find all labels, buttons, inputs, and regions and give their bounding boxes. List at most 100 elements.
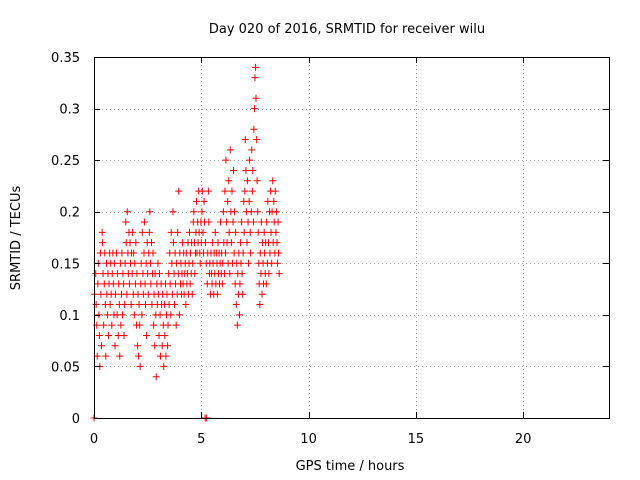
data-point — [154, 259, 162, 267]
data-point — [121, 301, 129, 309]
data-point — [136, 321, 144, 329]
data-point — [100, 321, 108, 329]
data-point — [205, 218, 213, 226]
data-point — [232, 228, 240, 236]
data-point — [204, 187, 212, 195]
data-point — [218, 280, 226, 288]
data-point — [248, 187, 256, 195]
data-point — [275, 270, 283, 278]
data-point — [142, 301, 149, 309]
data-point — [134, 342, 142, 350]
data-point — [248, 146, 256, 154]
data-point — [272, 228, 280, 236]
x-axis-tick-labels: 0 5 10 15 20 — [90, 432, 532, 447]
data-point — [233, 321, 241, 329]
data-point — [237, 239, 245, 247]
data-point — [140, 218, 148, 226]
data-point — [117, 321, 125, 329]
data-point — [202, 239, 210, 247]
data-point — [170, 301, 178, 309]
data-point — [274, 218, 282, 226]
data-point — [231, 208, 239, 216]
data-point — [243, 239, 251, 247]
data-point — [130, 249, 138, 257]
data-point — [213, 290, 221, 298]
data-point — [254, 208, 262, 216]
data-point — [223, 218, 231, 226]
data-point — [241, 136, 249, 144]
data-point — [95, 331, 103, 339]
data-point — [146, 259, 154, 267]
data-point — [232, 301, 240, 309]
data-point — [252, 63, 260, 71]
data-point — [225, 228, 233, 236]
data-point — [249, 166, 257, 174]
data-point — [182, 301, 190, 309]
y-tick-label: 0.35 — [51, 51, 80, 66]
data-point — [147, 280, 155, 288]
data-point — [148, 239, 156, 247]
data-point — [252, 94, 260, 102]
data-point — [108, 321, 116, 329]
y-tick-label: 0.25 — [51, 154, 80, 169]
data-point — [224, 197, 232, 205]
data-point — [217, 218, 225, 226]
y-axis-tick-labels: 0 0.05 0.1 0.15 0.2 0.25 0.3 0.35 — [51, 51, 80, 427]
data-point — [149, 249, 157, 257]
data-point — [256, 301, 264, 309]
data-point — [258, 290, 266, 298]
data-point — [273, 259, 281, 267]
plot-frame — [94, 57, 610, 419]
data-point — [222, 249, 230, 257]
data-point — [105, 331, 113, 339]
data-point — [92, 270, 100, 278]
data-point — [161, 331, 169, 339]
data-point — [265, 270, 273, 278]
y-tick-label: 0.3 — [59, 103, 80, 118]
data-point — [151, 342, 159, 350]
data-point — [239, 249, 247, 257]
data-point — [98, 228, 106, 236]
data-point — [135, 352, 143, 360]
data-point — [146, 208, 154, 216]
data-point — [136, 362, 144, 370]
data-point — [242, 166, 250, 174]
data-point — [245, 259, 252, 267]
data-point — [164, 321, 172, 329]
data-point — [263, 218, 271, 226]
data-point — [238, 218, 246, 226]
data-point — [253, 177, 261, 185]
data-point — [160, 362, 168, 370]
data-point — [152, 373, 160, 381]
y-tick-label: 0 — [72, 412, 80, 427]
data-point — [251, 105, 259, 113]
data-point — [111, 342, 119, 350]
data-point — [273, 239, 281, 247]
scatter-points — [90, 63, 283, 422]
data-point — [260, 228, 268, 236]
data-point — [227, 239, 235, 247]
data-point — [122, 218, 130, 226]
data-point — [104, 311, 112, 319]
data-point — [92, 301, 100, 309]
data-point — [199, 228, 207, 236]
data-point — [138, 311, 146, 319]
data-point — [94, 280, 102, 288]
data-point — [102, 352, 110, 360]
data-point — [239, 290, 247, 298]
y-tick-label: 0.1 — [59, 309, 80, 324]
chart-title: Day 020 of 2016, SRMTID for receiver wil… — [209, 22, 485, 37]
data-point — [167, 311, 175, 319]
data-point — [111, 290, 119, 298]
x-tick-label: 15 — [408, 432, 425, 447]
data-point — [235, 311, 243, 319]
x-tick-label: 10 — [300, 432, 317, 447]
data-point — [99, 239, 107, 247]
data-point — [247, 249, 255, 257]
data-point — [264, 197, 272, 205]
data-point — [175, 311, 183, 319]
data-point — [143, 331, 151, 339]
data-point — [131, 259, 139, 267]
data-point — [228, 187, 236, 195]
data-point — [98, 342, 106, 350]
